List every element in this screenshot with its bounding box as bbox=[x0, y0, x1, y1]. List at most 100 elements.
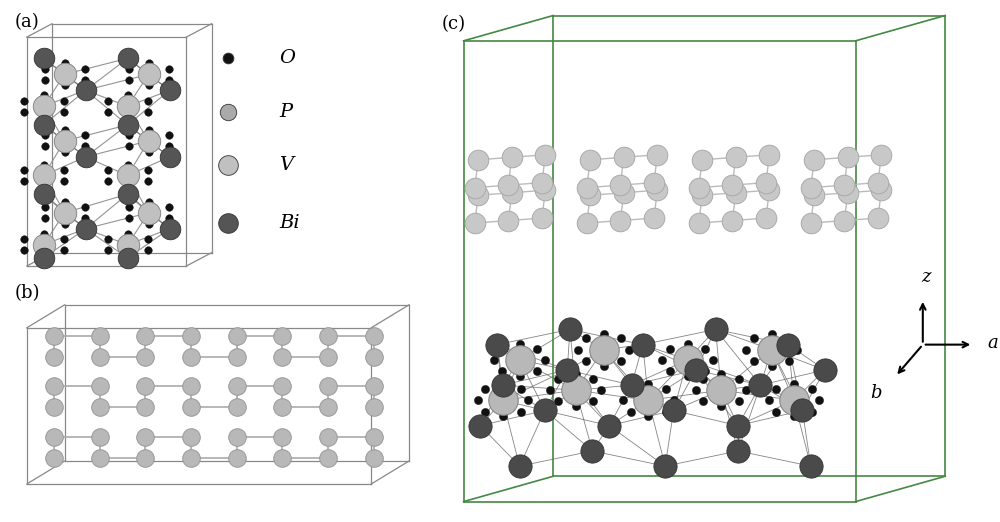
Point bbox=[77, 76, 93, 84]
Point bbox=[36, 254, 52, 262]
Point bbox=[320, 433, 336, 441]
Point bbox=[120, 91, 136, 100]
Point bbox=[140, 166, 156, 174]
Point bbox=[550, 375, 566, 383]
Point bbox=[161, 214, 177, 222]
Point bbox=[100, 177, 116, 185]
Point bbox=[806, 156, 822, 164]
Point bbox=[472, 421, 488, 430]
Point bbox=[161, 65, 177, 73]
Point bbox=[713, 402, 729, 410]
Point bbox=[120, 241, 136, 249]
Point bbox=[806, 191, 822, 199]
Point bbox=[873, 150, 889, 159]
Point bbox=[666, 406, 682, 414]
Point bbox=[320, 352, 336, 361]
Point bbox=[654, 355, 670, 364]
Point bbox=[137, 403, 153, 411]
Point bbox=[100, 235, 116, 243]
Point bbox=[57, 137, 73, 145]
Point bbox=[36, 91, 52, 100]
Point bbox=[120, 230, 136, 238]
Point bbox=[579, 184, 595, 192]
Point bbox=[92, 331, 108, 340]
Text: z: z bbox=[921, 268, 930, 287]
Point bbox=[613, 357, 629, 365]
Point bbox=[649, 150, 665, 159]
Point bbox=[141, 209, 157, 217]
Point bbox=[57, 70, 73, 78]
Text: (a): (a) bbox=[14, 13, 39, 31]
Point bbox=[56, 97, 72, 105]
Point bbox=[161, 142, 177, 150]
Point bbox=[731, 397, 747, 406]
Point bbox=[730, 421, 746, 430]
Point bbox=[77, 142, 93, 150]
Point bbox=[36, 54, 52, 63]
Point bbox=[229, 433, 245, 441]
Point bbox=[16, 177, 32, 185]
Point bbox=[680, 372, 696, 380]
Point bbox=[713, 370, 729, 378]
Point bbox=[728, 153, 744, 161]
Point bbox=[162, 152, 178, 161]
Point bbox=[621, 346, 637, 354]
Point bbox=[120, 121, 136, 129]
Point bbox=[804, 408, 820, 416]
Point bbox=[764, 346, 780, 354]
Point bbox=[37, 76, 53, 84]
Point bbox=[804, 385, 820, 393]
Point bbox=[731, 375, 747, 383]
Point bbox=[768, 385, 784, 393]
Point bbox=[274, 433, 290, 441]
Point bbox=[615, 396, 631, 405]
Point bbox=[708, 325, 724, 334]
Point bbox=[477, 408, 493, 416]
Point bbox=[37, 203, 53, 211]
Point bbox=[746, 357, 762, 365]
Point bbox=[36, 252, 52, 260]
Point bbox=[680, 355, 696, 364]
Point bbox=[697, 367, 713, 375]
Point bbox=[512, 355, 528, 364]
Point bbox=[529, 345, 545, 353]
Point bbox=[137, 433, 153, 441]
Point bbox=[662, 367, 678, 375]
Point bbox=[520, 396, 536, 405]
Point bbox=[738, 386, 754, 395]
Point bbox=[36, 171, 52, 180]
Point bbox=[57, 148, 73, 156]
Point bbox=[504, 153, 520, 161]
Point bbox=[100, 246, 116, 254]
Point bbox=[220, 108, 236, 116]
Point bbox=[582, 156, 598, 164]
Point bbox=[840, 153, 856, 161]
Point bbox=[694, 156, 710, 164]
Point bbox=[121, 214, 137, 222]
Point bbox=[758, 214, 774, 222]
Point bbox=[77, 131, 93, 139]
Point bbox=[570, 346, 586, 354]
Point bbox=[764, 329, 780, 338]
Point bbox=[366, 403, 382, 411]
Point bbox=[512, 462, 528, 470]
Point bbox=[92, 433, 108, 441]
Point bbox=[724, 217, 740, 225]
Point bbox=[92, 352, 108, 361]
Point bbox=[121, 142, 137, 150]
Point bbox=[680, 340, 696, 348]
Point bbox=[691, 219, 707, 227]
Point bbox=[705, 355, 721, 364]
Point bbox=[220, 161, 236, 169]
Point bbox=[36, 113, 52, 122]
Point bbox=[758, 179, 774, 187]
Point bbox=[495, 396, 511, 405]
Point bbox=[366, 352, 382, 361]
Point bbox=[120, 182, 136, 191]
Point bbox=[161, 76, 177, 84]
Point bbox=[529, 367, 545, 375]
Point bbox=[568, 402, 584, 410]
Point bbox=[836, 217, 852, 225]
Point bbox=[121, 203, 137, 211]
Point bbox=[161, 131, 177, 139]
